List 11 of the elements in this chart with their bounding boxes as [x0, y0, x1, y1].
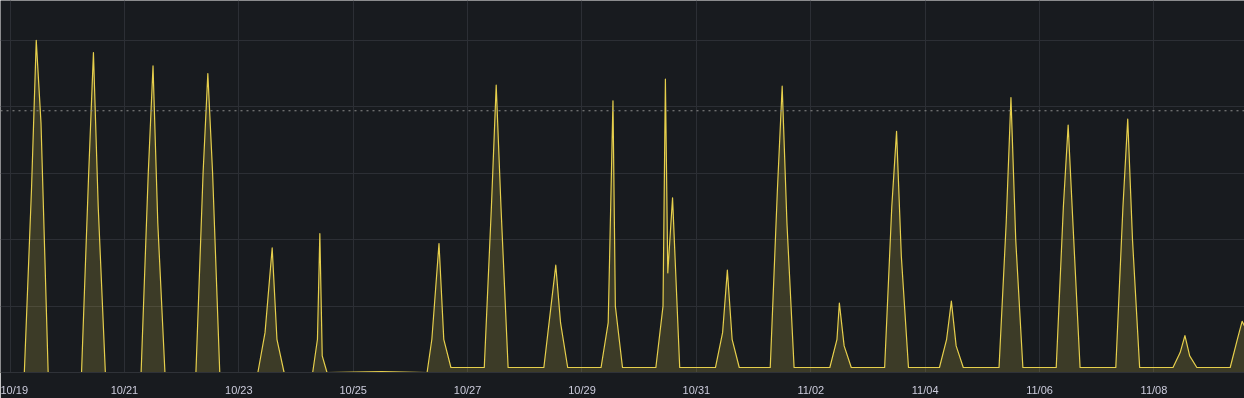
x-tick-label: 11/08	[1140, 383, 1168, 396]
x-tick-label: 10/27	[453, 383, 482, 396]
x-tick-label: 11/06	[1026, 383, 1053, 396]
x-tick-label: 10/25	[339, 383, 367, 396]
x-tick-label: 11/02	[797, 383, 825, 396]
x-tick-label: 10/23	[225, 383, 253, 396]
x-tick-label: 10/19	[0, 383, 29, 396]
x-tick-label: 10/21	[110, 383, 139, 396]
x-tick-label: 10/31	[682, 383, 711, 396]
x-tick-label: 10/29	[568, 383, 596, 396]
x-tick-label: 11/04	[911, 383, 939, 396]
